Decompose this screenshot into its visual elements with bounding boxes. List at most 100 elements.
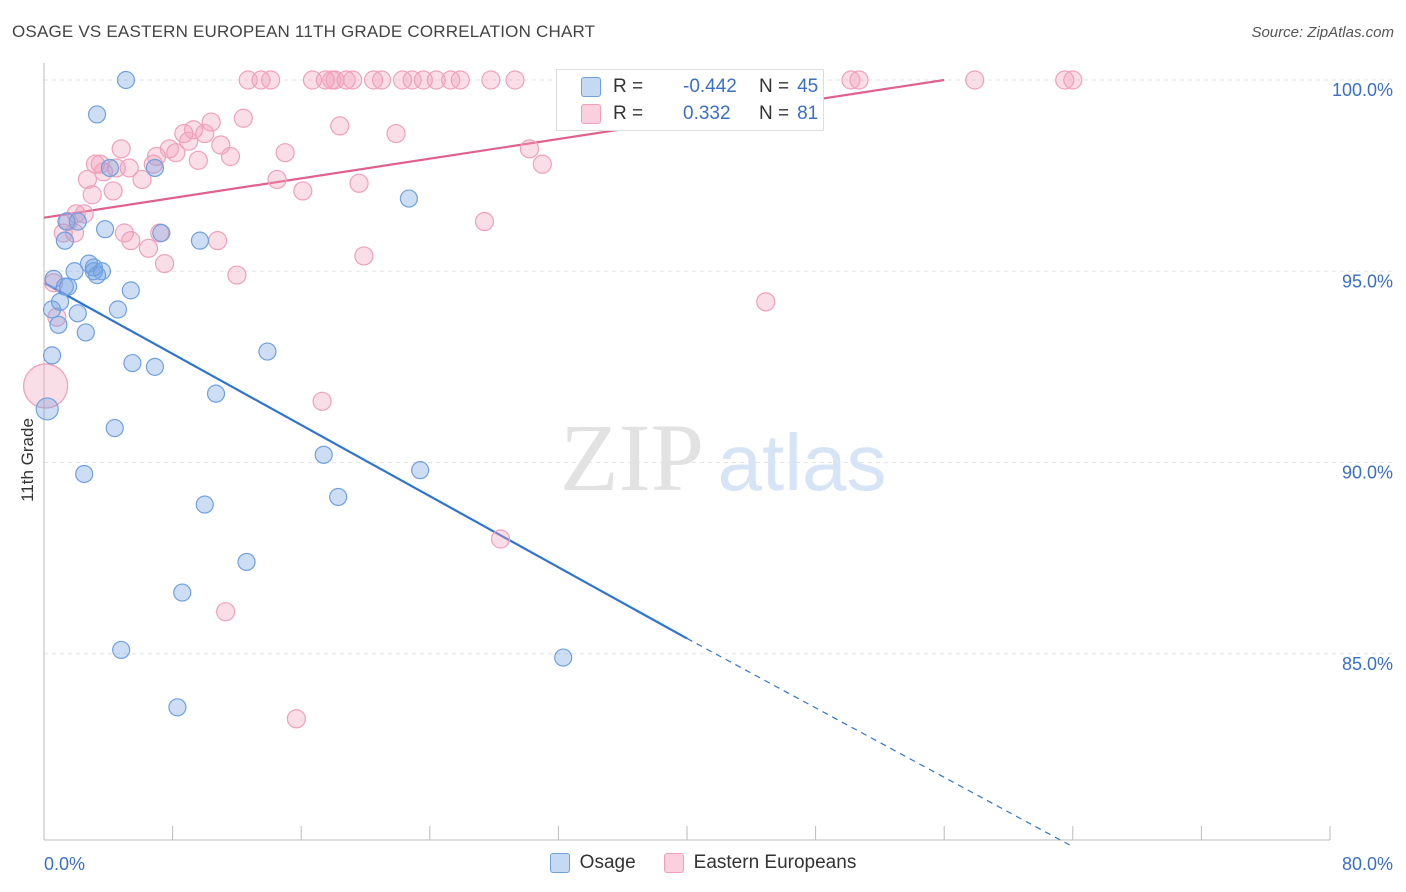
eastern-point [312,391,332,411]
eastern-point [138,238,159,258]
eastern-point [183,120,204,140]
eastern-swatch [581,104,601,124]
eastern-point [58,211,78,232]
source-label: Source: ZipAtlas.com [1251,24,1394,41]
chart-title: OSAGE VS EASTERN EUROPEAN 11TH GRADE COR… [12,22,596,41]
osage-point [65,262,84,281]
eastern-point [1055,70,1075,90]
y-tick-label: 90.0% [1342,463,1393,483]
osage-trend-extension [686,637,1070,846]
series-legend: Osage Eastern Europeans [0,852,1406,874]
eastern-point [392,70,413,90]
eastern-point [354,246,374,266]
eastern-point [474,211,495,232]
stats-legend: R = -0.442 N = 45 R = 0.332 N = 81 [556,69,824,131]
y-tick-label: 100.0% [1332,80,1393,100]
eastern-point [275,143,295,163]
eastern-europeans-points [23,70,1083,729]
r-label: R = [613,76,644,97]
eastern-point [103,181,123,201]
eastern-point [849,70,869,90]
legend-item-osage: Osage [549,852,636,874]
osage-point [314,445,333,464]
eastern-legend-swatch [663,853,684,873]
osage-point [59,277,78,296]
osage-point [329,487,348,507]
eastern-point [195,123,215,144]
y-tick-label: 95.0% [1342,271,1393,291]
eastern-point [441,70,461,90]
eastern-point [261,70,281,90]
eastern-point [66,204,86,224]
osage-point [87,105,107,124]
eastern-point [82,185,102,205]
osage-point [258,342,277,361]
eastern-point [220,146,241,167]
eastern-point [505,70,525,90]
eastern-point [965,70,985,90]
osage-point [237,552,256,572]
eastern-point [532,154,552,174]
eastern-point [402,70,422,90]
x-tick-label-max: 80.0% [1342,854,1393,874]
eastern-point [1063,70,1083,90]
stats-row-osage: R = -0.442 N = 45 [581,74,818,100]
osage-trend-line [43,281,688,640]
stats-row-eastern: R = 0.332 N = 81 [581,101,818,127]
legend-label-osage: Osage [579,852,636,873]
eastern-point [227,265,247,285]
eastern-point [336,70,356,90]
osage-point [121,281,140,300]
eastern-point [150,223,170,243]
eastern-point [267,169,287,190]
eastern-point [286,709,306,729]
osage-point [49,315,68,334]
osage-point [123,353,142,373]
osage-point [92,262,111,281]
eastern-point [233,108,253,128]
n-value: 45 [797,76,819,97]
axes [43,63,1331,841]
eastern-point [216,602,236,622]
osage-point [411,461,430,480]
osage-legend-swatch [549,853,570,873]
osage-point [173,583,192,602]
osage-point [76,323,95,342]
eastern-point [188,150,208,170]
eastern-point [119,158,139,178]
osage-point [100,158,120,178]
osage-swatch [581,77,601,97]
x-tick-label-min: 0.0% [44,854,85,874]
osage-point [152,223,171,243]
r-value: 0.332 [683,103,731,124]
r-label: R = [613,103,644,124]
eastern-point [44,273,64,293]
y-axis-label: 11th Grade [18,418,37,502]
eastern-point [201,112,221,132]
osage-point [145,158,165,178]
eastern-point [85,154,106,174]
watermark-atlas: atlas [718,418,887,507]
eastern-point [315,70,335,90]
osage-point [195,495,214,514]
eastern-point [77,169,98,190]
eastern-point [23,363,69,409]
eastern-point [371,70,392,90]
grid-lines [44,79,1392,655]
osage-point [95,220,115,239]
osage-point [68,212,87,231]
n-label: N = [759,103,790,124]
osage-point [108,300,128,319]
eastern-point [132,169,152,190]
eastern-point [841,70,861,90]
eastern-point [293,181,313,201]
eastern-point [121,231,141,251]
eastern-point [386,123,406,144]
eastern-point [251,70,271,90]
watermark-zip: ZIP [560,404,704,511]
osage-point [35,397,59,421]
osage-point [50,292,70,311]
osage-point [206,384,226,403]
eastern-point [208,231,228,251]
